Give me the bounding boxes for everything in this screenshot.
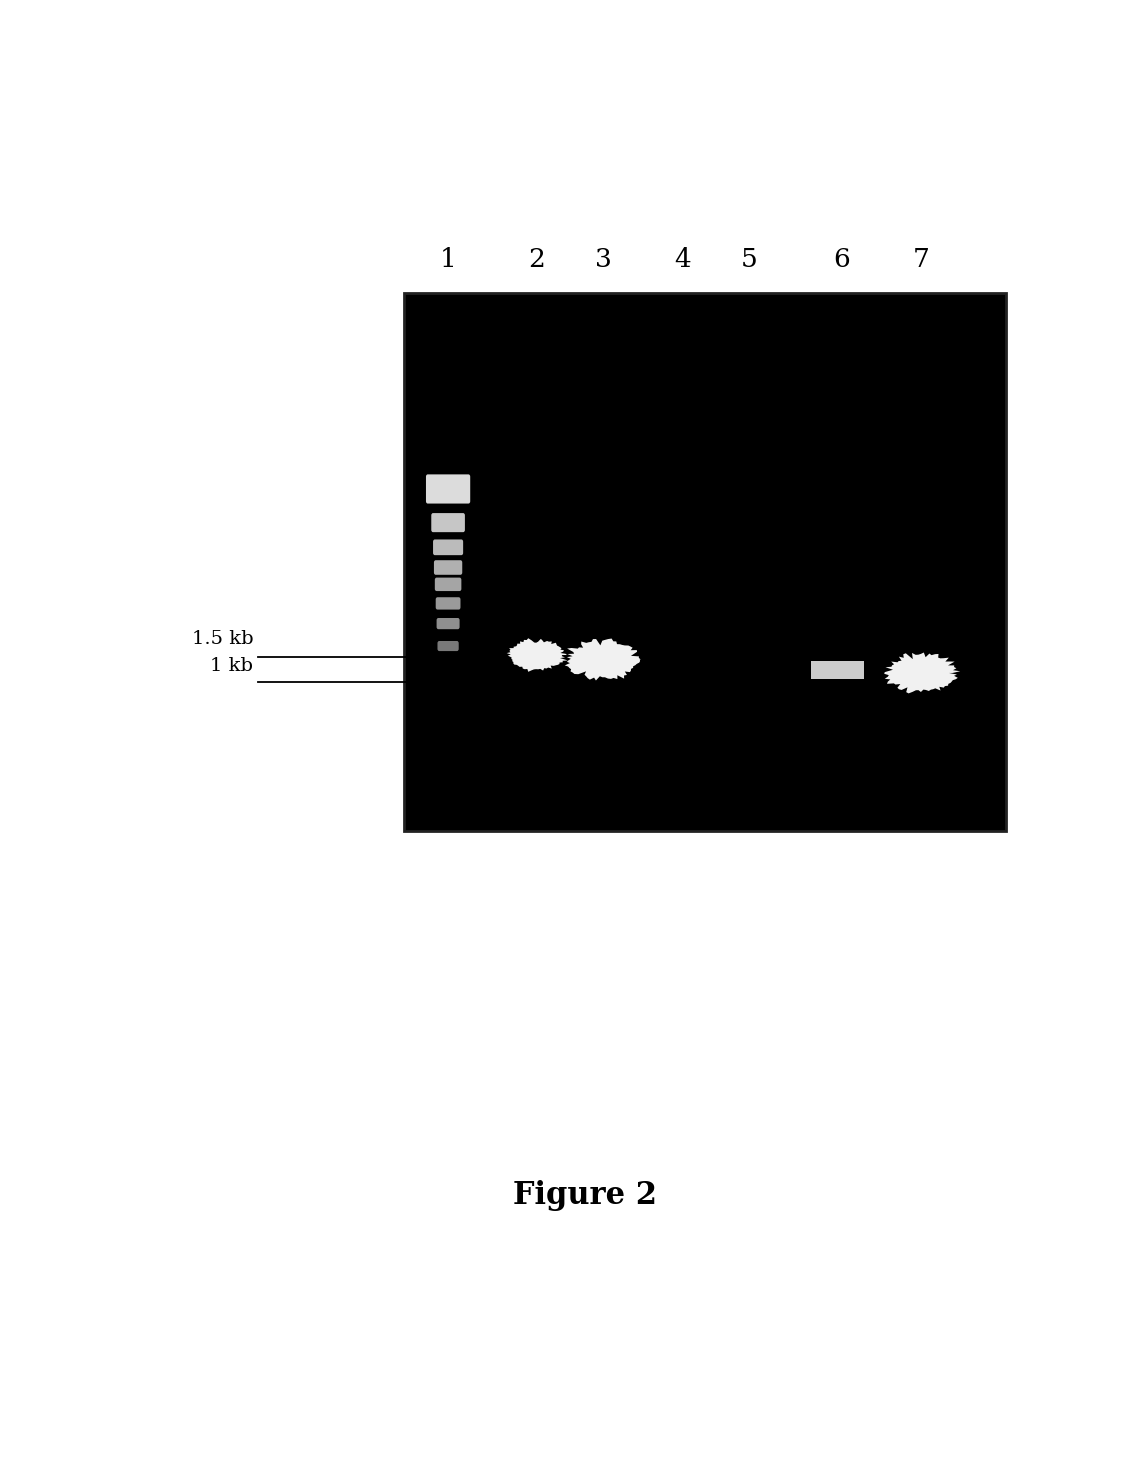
Polygon shape [884, 653, 960, 694]
Text: 3: 3 [595, 248, 611, 272]
FancyBboxPatch shape [436, 597, 460, 609]
FancyBboxPatch shape [426, 475, 471, 504]
Text: 1: 1 [440, 248, 457, 272]
Polygon shape [507, 638, 568, 672]
FancyBboxPatch shape [433, 539, 464, 555]
Polygon shape [565, 638, 641, 680]
Bar [811, 660, 864, 679]
FancyBboxPatch shape [437, 641, 459, 651]
Text: 5: 5 [741, 248, 757, 272]
Text: 6: 6 [834, 248, 851, 272]
Text: 1 kb: 1 kb [210, 657, 254, 675]
Text: 1.5 kb: 1.5 kb [192, 631, 254, 648]
FancyBboxPatch shape [434, 559, 463, 576]
FancyBboxPatch shape [432, 513, 465, 532]
Text: Figure 2: Figure 2 [513, 1180, 658, 1211]
FancyBboxPatch shape [436, 618, 459, 629]
FancyBboxPatch shape [435, 577, 461, 592]
Text: 4: 4 [674, 248, 691, 272]
Bar [404, 293, 1006, 830]
Text: 7: 7 [914, 248, 930, 272]
Text: 2: 2 [528, 248, 545, 272]
